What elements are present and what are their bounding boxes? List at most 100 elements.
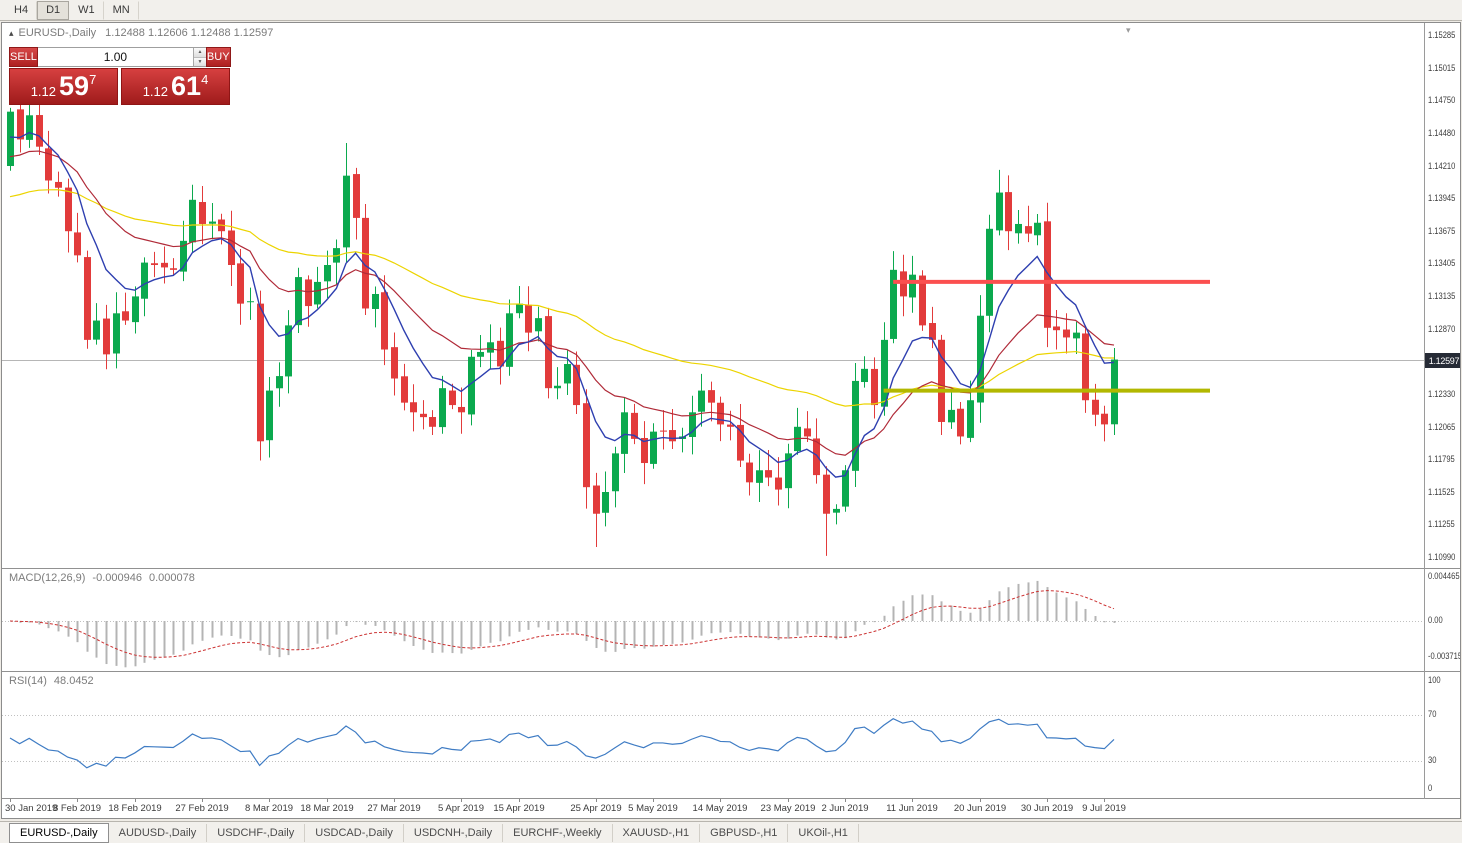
date-axis-tick xyxy=(980,799,981,802)
symbol-tab-xauusd[interactable]: XAUUSD-,H1 xyxy=(613,823,701,842)
date-axis-label: 2 Jun 2019 xyxy=(821,803,869,814)
price-axis-label: 1.12330 xyxy=(1428,388,1456,399)
price-axis-label: 1.11525 xyxy=(1428,486,1455,497)
date-axis-label: 27 Mar 2019 xyxy=(367,803,421,814)
timeframe-button-mn[interactable]: MN xyxy=(104,0,139,20)
date-axis-tick xyxy=(10,799,11,802)
date-axis-tick xyxy=(519,799,520,802)
date-axis-label: 25 Apr 2019 xyxy=(570,803,622,814)
date-axis-tick xyxy=(596,799,597,802)
rsi-value: 48.0452 xyxy=(53,675,94,687)
date-axis-label: 20 Jun 2019 xyxy=(953,803,1007,814)
timeframe-button-h4[interactable]: H4 xyxy=(5,0,38,20)
date-axis-tick xyxy=(1047,799,1048,802)
chart-symbol-label: EURUSD-,Daily xyxy=(18,27,97,39)
chart-shift-marker-icon[interactable]: ▾ xyxy=(1126,25,1131,35)
macd-axis-label: 0.00 xyxy=(1428,615,1443,625)
date-axis-tick xyxy=(1104,799,1105,802)
sell-price-big-digits: 59 xyxy=(59,71,90,101)
macd-indicator-panel: MACD(12,26,9) -0.000946 0.000078 0.004465 0… xyxy=(2,568,1460,671)
symbol-tab-audusd[interactable]: AUDUSD-,Daily xyxy=(109,823,208,842)
symbol-tab-usdcad[interactable]: USDCAD-,Daily xyxy=(305,823,404,842)
price-axis-label: 1.13405 xyxy=(1428,258,1456,269)
date-axis-label: 15 Apr 2019 xyxy=(493,803,545,814)
buy-price-prefix: 1.12 xyxy=(142,84,169,99)
price-axis-label: 1.13135 xyxy=(1428,291,1456,302)
price-axis-label: 1.14750 xyxy=(1428,95,1456,106)
date-axis-label: 27 Feb 2019 xyxy=(175,803,229,814)
sell-price-button[interactable]: 1.12 59 7 xyxy=(9,68,118,105)
chart-tab-bar: EURUSD-,Daily AUDUSD-,Daily USDCHF-,Daily U… xyxy=(0,821,1462,843)
timeframe-button-w1[interactable]: W1 xyxy=(69,0,104,20)
lot-increase-button[interactable]: ▲ xyxy=(193,48,206,57)
symbol-tab-gbpusd[interactable]: GBPUSD-,H1 xyxy=(700,823,789,842)
date-axis-label: 30 Jun 2019 xyxy=(1020,803,1074,814)
price-axis-label: 1.13945 xyxy=(1428,193,1456,204)
symbol-tab-eurusd[interactable]: EURUSD-,Daily xyxy=(9,822,109,843)
trade-panel-collapse-icon[interactable]: ▴ xyxy=(9,28,14,38)
rsi-axis-label: 70 xyxy=(1428,709,1437,719)
date-axis-tick xyxy=(845,799,846,802)
date-axis-label: 9 Jul 2019 xyxy=(1082,803,1126,814)
rsi-axis-label: 30 xyxy=(1428,755,1437,765)
date-axis-tick xyxy=(653,799,654,802)
date-axis-label: 8 Mar 2019 xyxy=(244,803,294,814)
date-axis[interactable]: 30 Jan 2019 8 Feb 2019 18 Feb 2019 27 Feb 2… xyxy=(2,798,1460,817)
date-axis-label: 30 Jan 2019 xyxy=(5,803,58,814)
chart-window: ▾ ▴ EURUSD-,Daily 1.12488 1.12606 1.12488 … xyxy=(1,22,1461,819)
lot-decrease-button[interactable]: ▼ xyxy=(193,56,206,66)
date-axis-label: 5 Apr 2019 xyxy=(438,803,484,814)
macd-signal-value: 0.000078 xyxy=(148,572,195,584)
date-axis-tick xyxy=(912,799,913,802)
one-click-trading-panel: SELL ▲ ▼ BUY 1.12597 1.126 xyxy=(9,47,231,105)
rsi-name-label: RSI(14) xyxy=(9,675,47,687)
chart-ohlc-values: 1.12488 1.12606 1.12488 1.12597 xyxy=(105,27,274,39)
price-axis-label: 1.15015 xyxy=(1428,62,1456,73)
symbol-tab-usdchf[interactable]: USDCHF-,Daily xyxy=(207,823,306,842)
macd-axis-label: -0.003715 xyxy=(1428,651,1460,661)
date-axis-tick xyxy=(135,799,136,802)
price-axis-label: 1.12870 xyxy=(1428,323,1456,334)
lot-spinner: ▲ ▼ xyxy=(192,48,206,66)
price-axis-label: 1.14210 xyxy=(1428,160,1456,171)
sell-price-prefix: 1.12 xyxy=(30,84,57,99)
symbol-tab-usdcnh[interactable]: USDCNH-,Daily xyxy=(404,823,504,842)
price-axis-label: 1.15285 xyxy=(1428,30,1456,40)
rsi-canvas[interactable] xyxy=(2,672,1424,798)
sell-price-pipette: 7 xyxy=(89,72,97,87)
symbol-tab-eurchf[interactable]: EURCHF-,Weekly xyxy=(503,823,613,842)
date-axis-label: 18 Mar 2019 xyxy=(300,803,354,814)
rsi-axis-label: 100 xyxy=(1428,675,1441,685)
date-axis-tick xyxy=(720,799,721,802)
rsi-header: RSI(14) 48.0452 xyxy=(9,675,101,687)
price-chart-canvas[interactable] xyxy=(2,23,1424,568)
date-axis-label: 14 May 2019 xyxy=(692,803,748,814)
symbol-tab-ukoil[interactable]: UKOil-,H1 xyxy=(788,823,859,842)
rsi-indicator-panel: RSI(14) 48.0452 100 70 30 0 xyxy=(2,671,1460,798)
price-axis-label: 1.11255 xyxy=(1428,519,1455,530)
sell-button[interactable]: SELL xyxy=(9,47,38,67)
price-axis-border xyxy=(1424,23,1425,799)
chart-header: ▴ EURUSD-,Daily 1.12488 1.12606 1.12488 1.… xyxy=(9,27,273,39)
buy-button[interactable]: BUY xyxy=(205,47,231,67)
date-axis-tick xyxy=(77,799,78,802)
price-axis-label: 1.10990 xyxy=(1428,552,1456,563)
timeframe-toolbar: H4 D1 W1 MN xyxy=(0,0,1462,21)
date-axis-tick xyxy=(461,799,462,802)
timeframe-button-d1[interactable]: D1 xyxy=(37,0,70,20)
buy-price-button[interactable]: 1.12 61 4 xyxy=(121,68,230,105)
price-chart-panel: ▾ ▴ EURUSD-,Daily 1.12488 1.12606 1.12488 … xyxy=(2,23,1460,568)
macd-header: MACD(12,26,9) -0.000946 0.000078 xyxy=(9,572,202,584)
buy-price-big-digits: 61 xyxy=(171,71,202,101)
date-axis-label: 11 Jun 2019 xyxy=(886,803,938,814)
date-axis-tick xyxy=(202,799,203,802)
date-axis-label: 5 May 2019 xyxy=(628,803,678,814)
macd-canvas[interactable] xyxy=(2,569,1424,671)
macd-name-label: MACD(12,26,9) xyxy=(9,572,86,584)
current-price-tag: 1.12597 xyxy=(1425,353,1460,368)
date-axis-label: 18 Feb 2019 xyxy=(108,803,162,814)
rsi-axis-label: 0 xyxy=(1428,783,1433,793)
lot-size-input[interactable] xyxy=(37,48,193,66)
price-axis-label: 1.11795 xyxy=(1428,454,1455,465)
price-axis-label: 1.12065 xyxy=(1428,421,1456,432)
